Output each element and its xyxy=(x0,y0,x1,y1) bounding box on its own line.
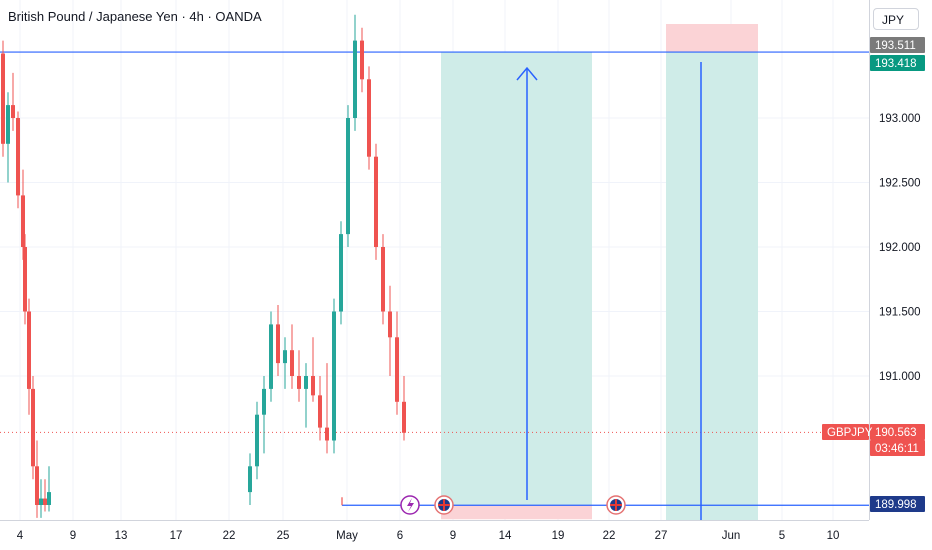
candle-body xyxy=(43,498,47,505)
event-markers xyxy=(400,495,626,515)
countdown-tag: 03:46:11 xyxy=(870,440,925,456)
projection-arrows xyxy=(516,62,702,520)
candle-body xyxy=(346,118,350,235)
price-tick-label: 191.500 xyxy=(879,307,921,319)
candle-body xyxy=(388,311,392,338)
last-price-tag-text: 190.563 xyxy=(875,427,917,439)
price-tags: 193.511 193.418 190.563 03:46:11 189.998 GBPJ… xyxy=(822,37,925,512)
lower-level-tag-text: 189.998 xyxy=(875,499,917,511)
time-tick-label: 6 xyxy=(397,530,403,542)
candle-body xyxy=(16,118,20,196)
candle-body xyxy=(304,376,308,389)
candle-body xyxy=(47,492,51,505)
uk-flag-icon[interactable] xyxy=(434,495,454,515)
symbol-tag-text: GBPJPY xyxy=(827,427,873,439)
price-tick-label: 193.000 xyxy=(879,113,921,125)
candle-body xyxy=(381,247,385,312)
candle-body xyxy=(262,388,266,415)
price-tick-label: 191.000 xyxy=(879,371,921,383)
candle-body xyxy=(23,247,27,312)
candle-body xyxy=(276,324,280,364)
countdown-tag-bg xyxy=(870,440,925,456)
countdown-tag-text: 03:46:11 xyxy=(875,443,919,455)
loss-zone-2 xyxy=(666,24,758,53)
candle-body xyxy=(318,395,322,428)
candle-body xyxy=(255,414,259,467)
time-tick-label: 27 xyxy=(655,530,668,542)
upper-level-tag-bg xyxy=(870,37,925,53)
candle-body xyxy=(35,466,39,505)
candle-body xyxy=(283,350,287,364)
arrowhead-up xyxy=(516,66,538,81)
candle-body xyxy=(297,376,301,389)
symbol-tag-bg xyxy=(822,424,869,440)
time-tick-label: May xyxy=(336,530,358,542)
lightning-glyph xyxy=(407,498,414,512)
time-tick-label: 25 xyxy=(277,530,290,542)
profit-zone-1 xyxy=(441,52,592,506)
time-tick-label: 9 xyxy=(450,530,456,542)
position-zones xyxy=(441,24,758,521)
symbol-tag: GBPJPY xyxy=(822,424,873,440)
candle-body xyxy=(402,401,406,433)
candle-body xyxy=(39,498,43,505)
upper-level-tag-text: 193.511 xyxy=(875,40,916,52)
candle-body xyxy=(11,105,15,118)
uk-flag-icon[interactable] xyxy=(606,495,626,515)
lightning-icon[interactable] xyxy=(400,495,420,515)
candle-body xyxy=(332,311,336,441)
candle-body xyxy=(367,79,371,157)
candle-body xyxy=(27,311,31,389)
time-tick-label: 13 xyxy=(115,530,128,542)
upper-level-tag: 193.511 xyxy=(870,37,925,53)
candle-body xyxy=(269,324,273,389)
candle-body xyxy=(1,53,5,144)
candle-body xyxy=(31,388,35,467)
candle-body xyxy=(6,105,10,144)
price-axis: 193.000 192.500 192.000 191.500 191.000 xyxy=(879,113,921,383)
profit-zone-2 xyxy=(666,52,758,521)
target-level-tag-text: 193.418 xyxy=(875,58,917,70)
price-tick-label: 192.000 xyxy=(879,242,921,254)
candle-body xyxy=(360,40,364,80)
target-level-tag-bg xyxy=(870,55,925,71)
candle-body xyxy=(395,337,399,402)
target-level-tag: 193.418 xyxy=(870,55,925,71)
last-price-tag: 190.563 xyxy=(870,424,925,440)
loss-zone-1 xyxy=(441,505,592,520)
horizontal-level-lines xyxy=(0,51,869,506)
candle-body xyxy=(374,156,378,247)
time-tick-label: 22 xyxy=(223,530,236,542)
candle-body xyxy=(325,427,329,441)
candle-body xyxy=(311,376,315,396)
candle-body xyxy=(290,350,294,376)
candlestick-series xyxy=(1,14,406,518)
currency-button[interactable]: JPY xyxy=(873,8,919,30)
time-tick-label: 9 xyxy=(70,530,76,542)
time-tick-label: 19 xyxy=(552,530,565,542)
candle-body xyxy=(339,234,343,312)
chart-title: British Pound / Japanese Yen · 4h · OAND… xyxy=(8,9,262,24)
time-tick-label: Jun xyxy=(722,530,741,542)
lower-level-tag: 189.998 xyxy=(870,496,925,512)
time-tick-label: 10 xyxy=(827,530,840,542)
time-axis: 4 9 13 17 22 25 May 6 9 14 19 22 27 Jun 5 10 xyxy=(17,530,840,542)
candle-body xyxy=(248,466,252,493)
last-price-tag-bg xyxy=(870,424,925,440)
time-tick-label: 4 xyxy=(17,530,24,542)
candle-body xyxy=(353,40,357,118)
time-tick-label: 22 xyxy=(603,530,616,542)
lower-level-tag-bg xyxy=(870,496,925,512)
price-tick-label: 192.500 xyxy=(879,178,921,190)
time-tick-label: 14 xyxy=(499,530,512,542)
candle-body xyxy=(21,195,25,247)
time-tick-label: 17 xyxy=(170,530,183,542)
time-tick-label: 5 xyxy=(779,530,785,542)
